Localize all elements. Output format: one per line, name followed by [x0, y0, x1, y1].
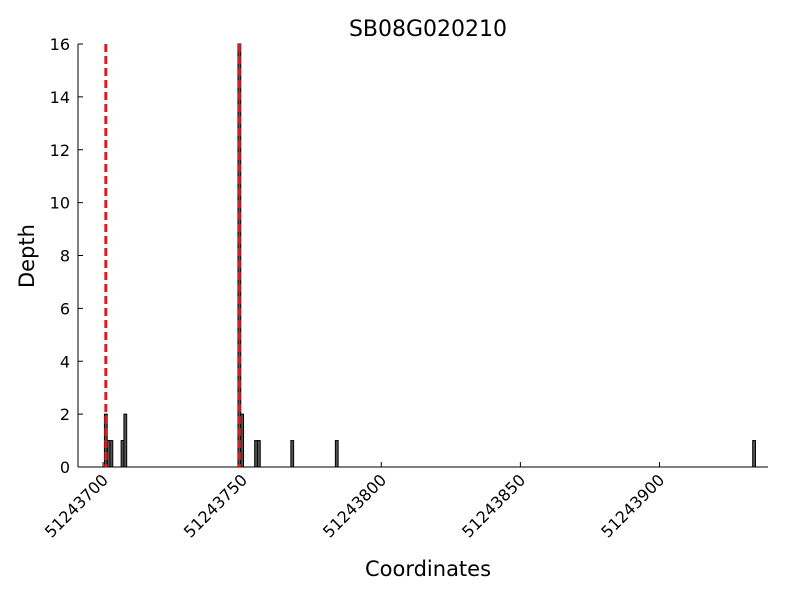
bar: [256, 440, 261, 468]
x-tick-label: 51243700: [41, 470, 112, 541]
x-axis-label: Coordinates: [365, 557, 491, 581]
bar: [123, 413, 128, 468]
bar: [109, 440, 114, 468]
chart-title: SB08G020210: [349, 17, 507, 42]
y-axis-label: Depth: [15, 224, 39, 288]
x-tick-label: 51243750: [180, 470, 251, 541]
y-tick-label: 8: [60, 247, 70, 266]
y-tick-label: 12: [50, 141, 70, 160]
y-tick-label: 14: [50, 88, 70, 107]
y-tick-label: 10: [50, 194, 70, 213]
bar: [240, 413, 245, 468]
y-tick-label: 4: [60, 352, 70, 371]
bar: [334, 440, 339, 468]
x-tick-label: 51243850: [458, 470, 529, 541]
x-tick-label: 51243800: [319, 470, 390, 541]
y-tick-label: 16: [50, 35, 70, 54]
y-tick-label: 0: [60, 458, 70, 477]
x-tick-label: 51243900: [597, 470, 668, 541]
y-tick-label: 6: [60, 299, 70, 318]
bar: [290, 440, 295, 468]
y-tick-label: 2: [60, 405, 70, 424]
bar: [752, 440, 756, 468]
